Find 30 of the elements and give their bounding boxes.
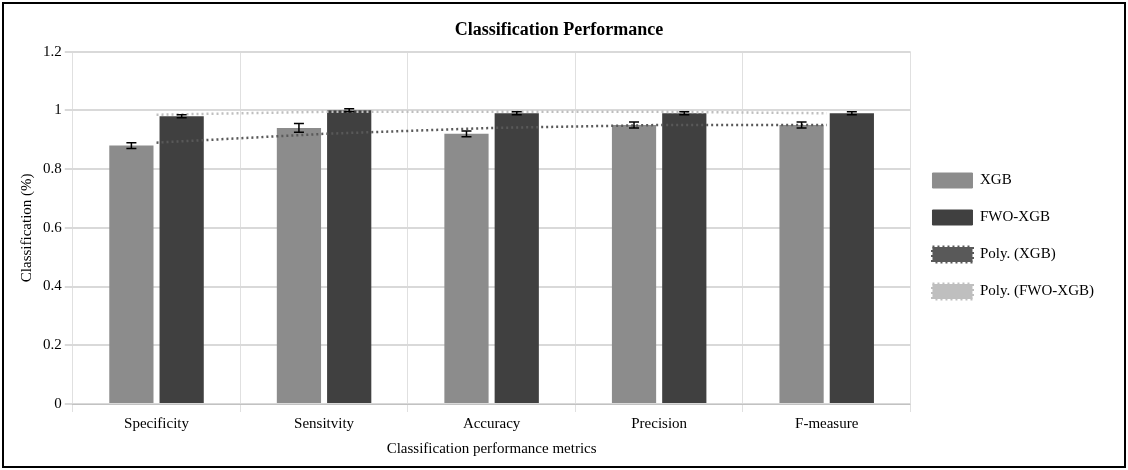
- y-tick-label: 0.8: [43, 160, 62, 176]
- bar: [662, 113, 707, 403]
- bar: [327, 110, 372, 403]
- legend-label: Poly. (XGB): [979, 245, 1056, 263]
- x-tick-label: Accuracy: [462, 414, 521, 431]
- legend-label: FWO-XGB: [979, 208, 1050, 225]
- x-axis-title: Classification performance metrics: [386, 439, 597, 456]
- bar: [276, 127, 322, 403]
- x-tick-label: F-measure: [795, 414, 859, 431]
- bar: [494, 113, 539, 403]
- x-tick-label: Specificity: [124, 414, 190, 431]
- legend-label: Poly. (FWO-XGB): [979, 282, 1095, 300]
- y-tick-label: 1: [54, 101, 62, 118]
- y-axis-title: Classification (%): [17, 173, 35, 283]
- bar: [444, 133, 489, 403]
- bar: [611, 125, 657, 403]
- y-tick-label: 1.2: [43, 42, 62, 59]
- chart-title: Classification Performance: [454, 19, 664, 40]
- y-tick-label: 0.4: [43, 277, 63, 294]
- x-tick-label: Sensitvity: [294, 414, 355, 431]
- bar: [829, 113, 874, 403]
- line-series: [155, 123, 828, 144]
- y-tick-label: 0: [54, 394, 62, 411]
- legend-label: XGB: [979, 171, 1012, 188]
- bar: [159, 116, 204, 403]
- y-tick-label: 0.2: [43, 336, 62, 353]
- bar: [109, 145, 154, 403]
- x-tick-label: Precision: [631, 414, 688, 431]
- bar: [779, 125, 824, 403]
- y-tick-label: 0.6: [43, 218, 63, 235]
